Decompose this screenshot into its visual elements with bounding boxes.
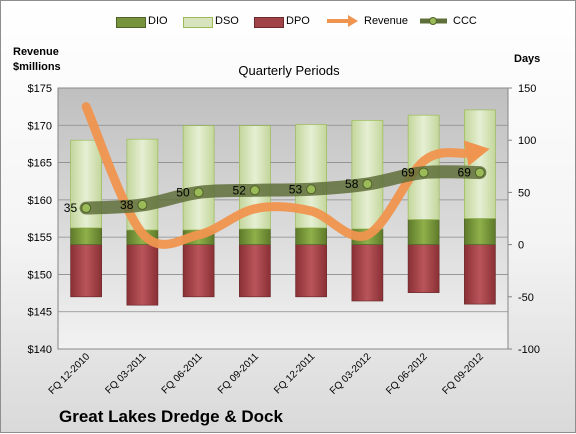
category-label: FQ 06-2012: [384, 351, 430, 397]
ccc-data-label: 69: [458, 166, 472, 180]
right-tick-label: 50: [518, 187, 530, 199]
right-tick-label: -100: [518, 344, 540, 356]
ccc-data-label: 58: [345, 177, 359, 191]
legend-label-revenue: Revenue: [364, 15, 409, 27]
bar-dio: [407, 219, 440, 245]
ccc-point: [249, 185, 260, 196]
ccc-point: [418, 167, 429, 178]
ccc-data-label: 50: [176, 185, 190, 199]
ccc-point: [362, 179, 373, 190]
category-label: FQ 12-2011: [272, 351, 317, 396]
bar-dpo: [70, 244, 102, 298]
bar-dio: [295, 227, 327, 245]
category-label: FQ 03-2012: [328, 351, 374, 397]
category-label: FQ 09-2011: [216, 351, 261, 396]
right-tick-label: 0: [518, 240, 524, 252]
ccc-point: [306, 184, 317, 195]
legend-swatch-dio: [116, 17, 146, 28]
left-tick-label: $155: [28, 232, 52, 244]
legend-swatch-ccc: [420, 17, 447, 25]
ccc-data-label: 35: [64, 201, 78, 215]
legend-label-dso: DSO: [215, 15, 239, 27]
ccc-point: [81, 203, 92, 214]
left-tick-label: $175: [28, 83, 52, 95]
bar-dpo: [295, 244, 327, 298]
left-tick-label: $170: [28, 120, 52, 132]
bar-dpo: [182, 244, 215, 298]
left-tick-label: $145: [28, 307, 52, 319]
right-tick-label: 100: [518, 135, 536, 147]
ccc-data-label: 53: [289, 182, 303, 196]
ccc-point: [193, 187, 204, 198]
bar-dio: [464, 218, 496, 245]
bar-dso: [351, 120, 384, 230]
ccc-point: [474, 167, 485, 178]
ccc-data-label: 38: [120, 198, 134, 212]
legend-label-dio: DIO: [148, 15, 168, 27]
left-tick-label: $150: [28, 269, 52, 281]
bar-dpo: [407, 244, 440, 293]
ccc-data-label: 69: [401, 166, 415, 180]
category-label: FQ 09-2012: [440, 351, 486, 397]
company-name: Great Lakes Dredge & Dock: [59, 407, 283, 426]
bar-dpo: [126, 244, 159, 306]
right-tick-label: -50: [518, 292, 534, 304]
left-tick-label: $160: [28, 195, 52, 207]
left-tick-label: $140: [28, 344, 52, 356]
right-tick-label: 150: [518, 83, 536, 95]
revenue-arrowhead: [463, 140, 490, 166]
plot-area: [57, 87, 509, 350]
bar-dio: [239, 228, 271, 245]
left-axis-title: Revenue $millions: [13, 45, 61, 75]
category-label: FQ 12-2010: [47, 351, 93, 397]
category-label: FQ 03-2011: [104, 351, 149, 396]
bar-dso: [182, 125, 215, 231]
legend-swatch-revenue: [327, 15, 358, 27]
legend-swatch-dpo: [254, 17, 284, 28]
right-axis-title: Days: [514, 53, 541, 65]
bar-dpo: [464, 244, 496, 305]
bar-dio: [70, 227, 102, 245]
legend-swatch-dso: [183, 17, 213, 28]
bar-dpo: [239, 244, 271, 298]
left-axis-title-line2: $millions: [13, 61, 61, 73]
bar-dpo: [351, 244, 384, 302]
legend-label-dpo: DPO: [286, 15, 310, 27]
category-label: FQ 06-2011: [160, 351, 205, 396]
ccc-point: [137, 199, 148, 210]
ccc-data-label: 52: [233, 183, 247, 197]
chart-title: Quarterly Periods: [238, 63, 340, 78]
left-tick-label: $165: [28, 158, 52, 170]
legend-label-ccc: CCC: [453, 15, 477, 27]
left-axis-title-line1: Revenue: [13, 46, 59, 58]
